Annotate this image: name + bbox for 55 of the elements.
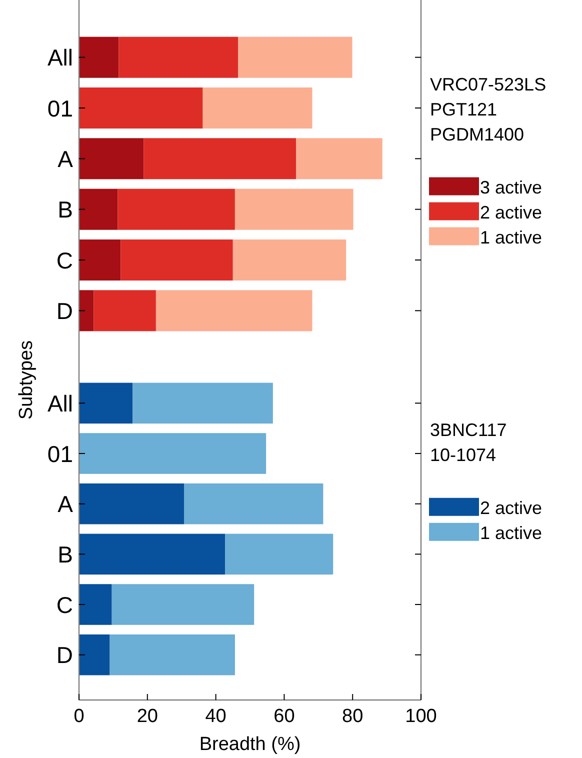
legend-label: 1 active <box>480 227 542 248</box>
y-tick-label: All <box>47 44 73 71</box>
legend-title: 3BNC117 10-1074 <box>430 420 507 465</box>
legend-label: 1 active <box>480 522 542 543</box>
y-tick-label: A <box>58 146 74 172</box>
bar <box>79 138 144 180</box>
bar <box>79 634 110 676</box>
bar <box>120 239 233 281</box>
bar <box>110 634 235 676</box>
bar <box>79 188 118 230</box>
bar <box>225 534 334 575</box>
bar <box>238 36 352 78</box>
legend-title: VRC07-523LS PGT121 PGDM1400 <box>430 74 546 144</box>
x-axis-title: Breadth (%) <box>199 734 301 755</box>
bar <box>79 36 119 78</box>
bar <box>296 138 382 180</box>
x-tick-label: 40 <box>205 706 226 727</box>
bar <box>202 87 312 129</box>
legend-label: 2 active <box>480 498 542 518</box>
x-tick-label: 80 <box>342 706 364 727</box>
bar <box>79 584 112 625</box>
bar <box>94 290 156 332</box>
y-tick-label: B <box>58 541 73 568</box>
bar <box>118 36 238 78</box>
x-tick-label: 60 <box>274 706 295 727</box>
bar <box>79 87 203 129</box>
bar <box>184 483 324 524</box>
y-tick-label: D <box>56 642 73 668</box>
bar <box>132 382 273 424</box>
legend-label: 3 active <box>480 177 542 198</box>
y-tick-label: B <box>58 196 73 223</box>
y-tick-label: A <box>58 491 74 518</box>
bar <box>79 239 121 281</box>
bar <box>79 382 133 424</box>
y-tick-label: 01 <box>47 95 73 122</box>
legend-label: 2 active <box>480 202 542 222</box>
y-tick-label: C <box>56 247 73 274</box>
bar <box>112 584 254 625</box>
x-tick-label: 0 <box>74 706 84 727</box>
bar <box>156 290 312 332</box>
bar <box>144 138 296 180</box>
x-tick-label: 20 <box>136 706 158 727</box>
bar <box>79 534 226 575</box>
bar <box>234 188 354 230</box>
y-tick-label: 01 <box>47 440 73 467</box>
bar <box>118 188 235 230</box>
y-tick-label: C <box>56 592 73 618</box>
bar <box>232 239 346 281</box>
bar <box>79 483 184 524</box>
y-axis-title: Subtypes <box>16 340 37 420</box>
bar <box>79 433 266 474</box>
y-tick-label: D <box>56 298 73 324</box>
y-tick-label: All <box>47 390 73 416</box>
x-tick-label: 100 <box>405 706 437 727</box>
bar <box>79 290 94 332</box>
